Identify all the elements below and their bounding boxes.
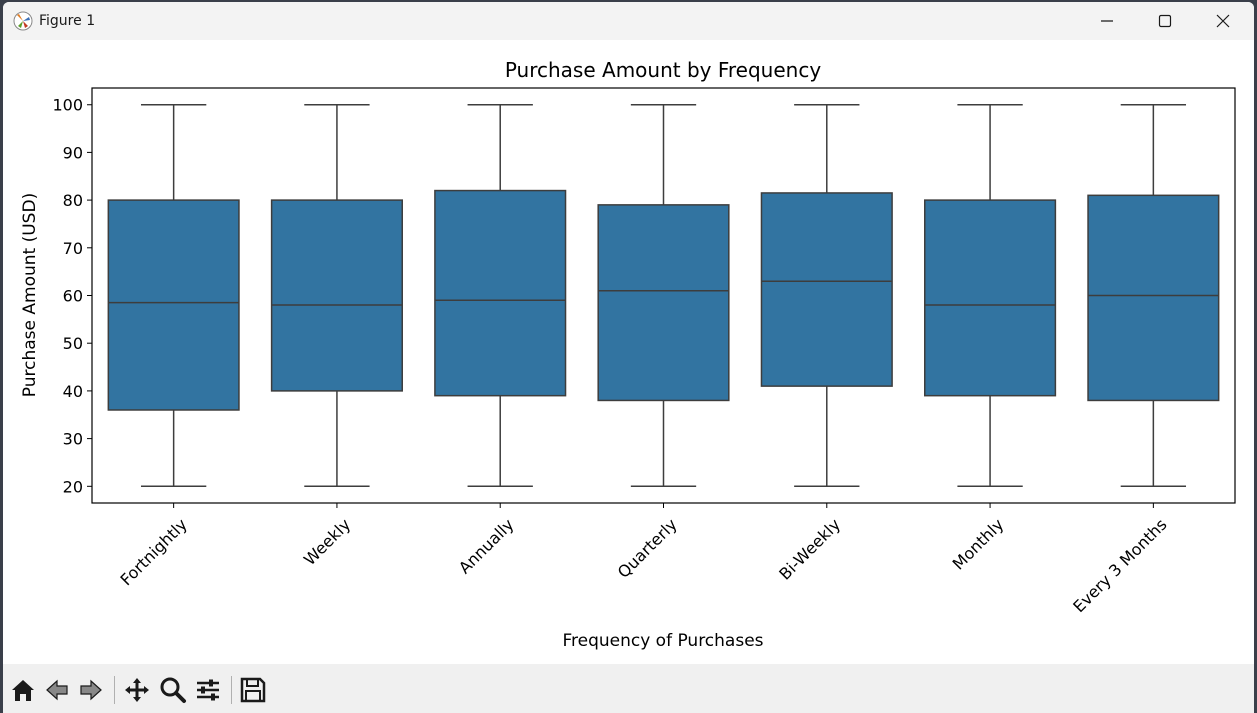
maximize-button[interactable] — [1136, 2, 1194, 40]
zoom-icon — [160, 677, 186, 703]
box-every-3-months — [1087, 194, 1220, 402]
pan-icon — [125, 678, 149, 702]
back-icon — [46, 679, 68, 701]
home-button[interactable] — [7, 674, 39, 706]
x-tick-label: Every 3 Months — [1069, 515, 1170, 616]
plot-frame — [91, 87, 1236, 504]
configure-subplots-icon — [197, 679, 219, 701]
matplotlib-app-icon — [13, 11, 33, 31]
home-icon — [12, 680, 34, 701]
save-button[interactable] — [237, 674, 269, 706]
y-axis-label: Purchase Amount (USD) — [20, 193, 40, 397]
toolbar-separator — [231, 676, 232, 704]
forward-icon — [80, 679, 102, 701]
box-quarterly — [597, 204, 730, 402]
minimize-button[interactable] — [1078, 2, 1136, 40]
y-tick-label: 50 — [63, 334, 83, 353]
window-title: Figure 1 — [39, 13, 96, 29]
pan-button[interactable] — [121, 674, 153, 706]
y-tick-label: 90 — [63, 143, 83, 162]
forward-button[interactable] — [75, 674, 107, 706]
box-weekly — [270, 199, 403, 392]
plot-area: Purchase Amount by Frequency Frequency o… — [3, 40, 1254, 664]
toolbar-separator — [114, 676, 115, 704]
box-annually — [434, 189, 567, 397]
x-tick-label: Quarterly — [614, 515, 681, 582]
x-tick-label: Weekly — [300, 515, 354, 569]
close-icon — [1216, 14, 1230, 28]
configure-subplots-button[interactable] — [192, 674, 224, 706]
maximize-icon — [1158, 14, 1172, 28]
close-button[interactable] — [1194, 2, 1252, 40]
y-tick-label: 100 — [52, 96, 83, 115]
y-tick-label: 80 — [63, 191, 83, 210]
figure-window: Figure 1 Purchase Amount by Frequency Fr… — [3, 2, 1254, 713]
back-button[interactable] — [41, 674, 73, 706]
box-bi-weekly — [760, 192, 893, 387]
box-monthly — [924, 199, 1057, 397]
y-tick-label: 60 — [63, 287, 83, 306]
box-fortnightly — [107, 199, 240, 411]
y-tick-label: 70 — [63, 239, 83, 258]
x-tick-label: Monthly — [949, 515, 1008, 574]
save-icon — [240, 677, 266, 703]
x-tick-label: Annually — [455, 515, 518, 578]
chart-title: Purchase Amount by Frequency — [505, 58, 822, 82]
x-axis-label: Frequency of Purchases — [562, 631, 763, 651]
navigation-toolbar — [3, 664, 1254, 713]
minimize-icon — [1101, 20, 1113, 22]
y-tick-label: 20 — [63, 477, 83, 496]
x-tick-label: Fortnightly — [116, 515, 190, 589]
title-bar: Figure 1 — [3, 2, 1254, 40]
x-tick-label: Bi-Weekly — [775, 515, 844, 584]
zoom-button[interactable] — [157, 674, 189, 706]
y-tick-label: 40 — [63, 382, 83, 401]
y-tick-label: 30 — [63, 430, 83, 449]
box-plot-chart: Purchase Amount by Frequency Frequency o… — [20, 58, 1236, 651]
